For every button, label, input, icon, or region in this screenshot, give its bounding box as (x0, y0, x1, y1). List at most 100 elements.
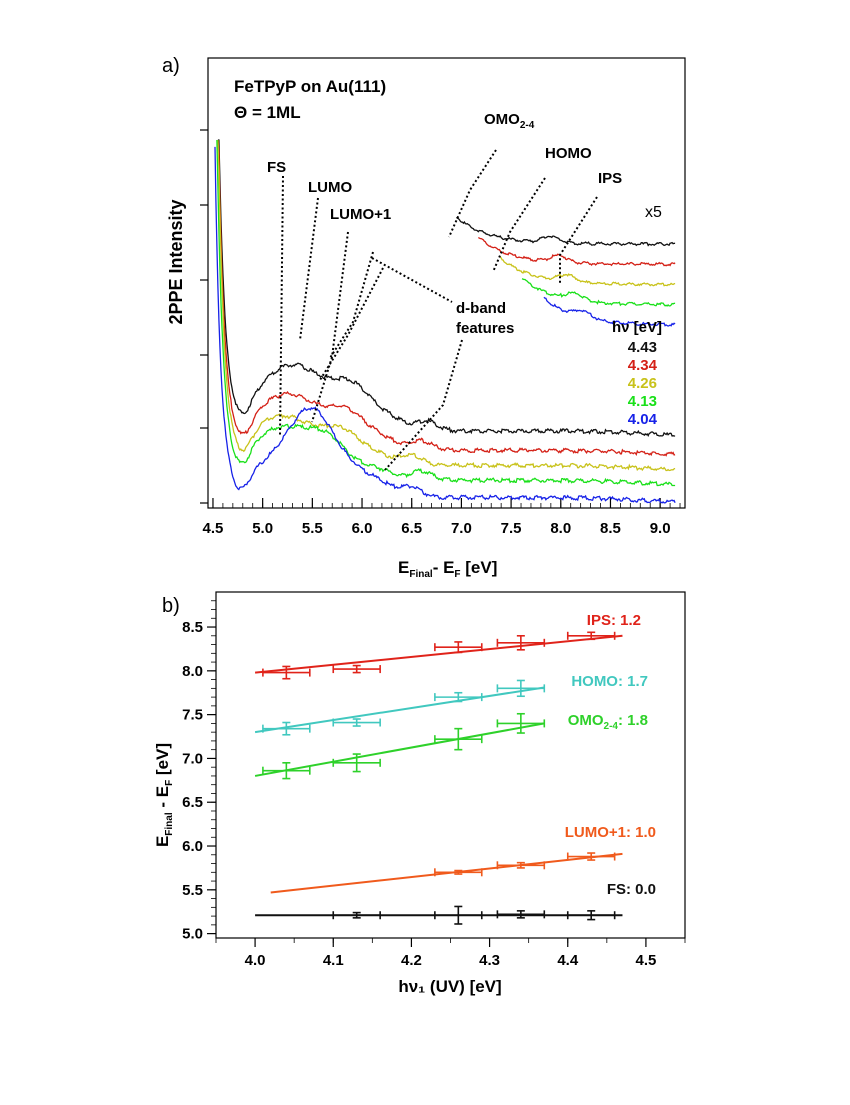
y-label-sub-f: F (164, 780, 175, 786)
y-tick-label: 8.0 (182, 663, 203, 680)
series-label-tail: : 1.2 (611, 612, 641, 629)
fit-line (270, 852, 623, 894)
data-point (496, 679, 546, 698)
series-label-tail: : 1.7 (618, 673, 648, 690)
x-tick-label: 7.0 (451, 520, 472, 537)
y-tick-label: 7.5 (182, 707, 203, 724)
data-point (434, 727, 483, 751)
x-tick-label: 7.5 (501, 520, 522, 537)
data-point (262, 665, 311, 680)
panel-b-label: b) (162, 595, 180, 617)
series-label-OMO2-4: OMO2-4: 1.8 (568, 712, 648, 732)
x-tick-label: 4.5 (635, 952, 656, 969)
series-OMO2-4 (254, 712, 546, 780)
panel-a-x-axis-label: EFinal- EF [eV] (398, 558, 497, 580)
legend-entry-4.04: 4.04 (628, 411, 658, 428)
lumo1-annotation: LUMO+1 (330, 206, 391, 223)
omo-annotation: OMO2-4 (484, 111, 535, 131)
panel-b-y-axis-label: EFinal - EF [eV] (153, 743, 175, 847)
data-point (332, 718, 381, 727)
ips-annotation: IPS (598, 170, 622, 187)
fit-line (254, 634, 623, 674)
dband-feature-line (384, 339, 463, 471)
series-label-main: LUMO+1 (565, 824, 626, 841)
panel-a-legend: 4.434.344.264.134.04 (628, 339, 658, 428)
omo-annotation-main: OMO (484, 111, 520, 128)
y-label-tail: [eV] (153, 743, 172, 780)
panel-a-label: a) (162, 55, 180, 77)
x-label-sub-final: Final (409, 569, 433, 580)
data-point (434, 868, 483, 877)
series-label-tail: : 1.8 (618, 712, 648, 729)
x-tick-label: 5.5 (302, 520, 323, 537)
panel-a: a) 4.5 5.0 5.5 6.0 6.5 7.0 7.5 8.0 8.5 9.0 FeTPyP… (162, 55, 686, 580)
dband-guide-line (371, 257, 453, 303)
legend-entry-4.34: 4.34 (628, 357, 658, 374)
x-label-tail: [eV] (461, 558, 498, 577)
series-label-main: IPS (587, 612, 611, 629)
data-point (434, 905, 483, 925)
series-label-LUMO+1: LUMO+1: 1.0 (565, 824, 656, 841)
lumo-guide-line (299, 197, 319, 341)
omo-annotation-sub: 2-4 (520, 120, 535, 131)
data-point (566, 852, 616, 861)
data-point (496, 712, 546, 734)
trace-x5-4.04 (543, 296, 676, 327)
trace-4.04 (214, 146, 676, 504)
y-tick-label: 5.5 (182, 882, 203, 899)
data-point (332, 753, 381, 773)
omo-guide-line (448, 149, 497, 238)
data-point (496, 634, 546, 651)
panel-a-y-axis-label: 2PPE Intensity (166, 199, 186, 324)
series-HOMO (254, 679, 546, 736)
data-point (496, 861, 546, 870)
homo-annotation: HOMO (545, 145, 592, 162)
data-point (496, 910, 546, 919)
data-point (332, 664, 381, 674)
x-tick-label: 4.3 (479, 952, 500, 969)
fit-line (254, 722, 545, 777)
x-tick-label: 6.0 (352, 520, 373, 537)
lumo1-guide-line (311, 231, 349, 423)
dband-annotation-line1: d-band (456, 300, 506, 317)
panel-b-series-labels: IPS: 1.2 HOMO: 1.7 OMO2-4: 1.8 LUMO+1: 1.0 F… (565, 612, 656, 898)
trace-4.43 (217, 139, 676, 437)
panel-b-tick-labels: 4.0 4.1 4.2 4.3 4.4 4.5 5.0 5.5 6.0 6.5 7.0 7.5 8.0 8… (182, 619, 656, 969)
fit-line (254, 686, 545, 734)
ips-guide-line (559, 196, 598, 285)
panel-a-subtitle: Θ = 1ML (234, 103, 301, 122)
data-point (262, 721, 311, 736)
y-tick-label: 7.0 (182, 750, 203, 767)
series-label-IPS: IPS: 1.2 (587, 612, 641, 629)
x-label-sub-f: F (454, 569, 460, 580)
panel-a-traces (214, 139, 676, 504)
series-label-tail: : 0.0 (626, 881, 656, 898)
trace-4.13 (216, 139, 676, 487)
y-tick-label: 5.0 (182, 926, 203, 943)
lumo-annotation: LUMO (308, 179, 352, 196)
y-tick-label: 6.0 (182, 838, 203, 855)
trace-4.34 (217, 139, 676, 457)
series-IPS (254, 631, 623, 680)
y-label-main: E (153, 836, 172, 847)
trace-x5-4.26 (499, 256, 676, 287)
panel-a-guide-lines (279, 149, 598, 471)
x-tick-label: 8.0 (550, 520, 571, 537)
dband-annotation-line2: features (456, 320, 514, 337)
x-tick-label: 4.1 (323, 952, 344, 969)
x-tick-label: 4.0 (245, 952, 266, 969)
x-tick-label: 4.2 (401, 952, 422, 969)
y-tick-label: 8.5 (182, 619, 203, 636)
panel-b: b) 4.0 4.1 4.2 4.3 4.4 4.5 5.0 5.5 6.0 6.5 7.0 7.5 8… (153, 591, 686, 996)
legend-entry-4.26: 4.26 (628, 375, 657, 392)
series-FS (255, 905, 623, 925)
trace-x5-4.34 (478, 237, 676, 267)
data-point (434, 691, 483, 703)
panel-a-title: FeTPyP on Au(111) (234, 77, 386, 96)
x-tick-label: 4.4 (557, 952, 579, 969)
panel-a-x-tick-labels: 4.5 5.0 5.5 6.0 6.5 7.0 7.5 8.0 8.5 9.0 (203, 520, 671, 537)
series-label-HOMO: HOMO: 1.7 (571, 673, 648, 690)
panel-a-ticks (200, 129, 681, 508)
y-label-sub-final: Final (164, 812, 175, 836)
